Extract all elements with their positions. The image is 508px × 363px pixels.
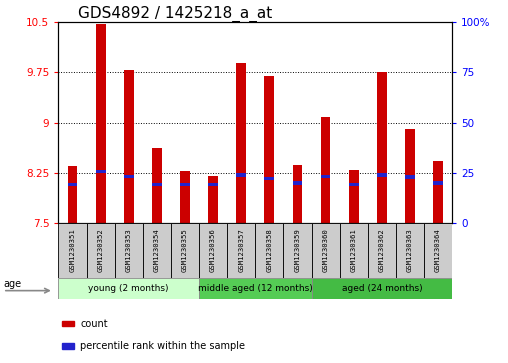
Bar bbox=[62, 343, 74, 348]
Bar bbox=[68, 183, 77, 186]
Text: GSM1230357: GSM1230357 bbox=[238, 229, 244, 272]
Bar bbox=[433, 162, 443, 223]
Bar bbox=[349, 170, 359, 223]
Bar bbox=[152, 148, 162, 223]
Bar bbox=[255, 223, 283, 278]
Text: GSM1230360: GSM1230360 bbox=[323, 229, 329, 272]
Bar bbox=[293, 181, 302, 185]
Bar bbox=[171, 223, 199, 278]
Text: aged (24 months): aged (24 months) bbox=[341, 285, 422, 293]
Bar bbox=[396, 223, 424, 278]
Text: GSM1230355: GSM1230355 bbox=[182, 229, 188, 272]
Bar bbox=[433, 181, 443, 185]
Bar bbox=[68, 166, 77, 223]
Bar bbox=[208, 183, 218, 186]
Bar bbox=[293, 166, 302, 223]
Bar bbox=[377, 72, 387, 223]
Bar bbox=[283, 223, 311, 278]
Bar bbox=[236, 64, 246, 223]
Bar bbox=[340, 223, 368, 278]
Bar bbox=[424, 223, 452, 278]
Text: GDS4892 / 1425218_a_at: GDS4892 / 1425218_a_at bbox=[78, 5, 272, 22]
Text: GSM1230359: GSM1230359 bbox=[295, 229, 300, 272]
Bar bbox=[227, 223, 255, 278]
Text: GSM1230362: GSM1230362 bbox=[379, 229, 385, 272]
Text: count: count bbox=[80, 319, 108, 329]
Bar bbox=[124, 70, 134, 223]
Bar bbox=[264, 176, 274, 180]
Bar bbox=[124, 175, 134, 178]
Bar bbox=[115, 223, 143, 278]
Bar bbox=[199, 223, 227, 278]
Bar bbox=[180, 171, 190, 223]
Bar bbox=[58, 278, 199, 299]
Bar bbox=[96, 24, 106, 223]
Bar bbox=[264, 76, 274, 223]
Bar bbox=[321, 117, 331, 223]
Text: GSM1230354: GSM1230354 bbox=[154, 229, 160, 272]
Bar bbox=[208, 176, 218, 223]
Text: age: age bbox=[3, 279, 21, 289]
Text: GSM1230353: GSM1230353 bbox=[125, 229, 132, 272]
Bar bbox=[86, 223, 115, 278]
Text: GSM1230361: GSM1230361 bbox=[351, 229, 357, 272]
Bar bbox=[96, 170, 106, 173]
Text: GSM1230352: GSM1230352 bbox=[98, 229, 104, 272]
Text: GSM1230351: GSM1230351 bbox=[70, 229, 76, 272]
Text: GSM1230364: GSM1230364 bbox=[435, 229, 441, 272]
Bar bbox=[180, 183, 190, 186]
Bar bbox=[405, 175, 415, 179]
Bar bbox=[377, 173, 387, 176]
Bar bbox=[62, 321, 74, 326]
Bar bbox=[311, 223, 340, 278]
Bar bbox=[368, 223, 396, 278]
Bar bbox=[236, 173, 246, 176]
Bar bbox=[152, 183, 162, 186]
Text: GSM1230356: GSM1230356 bbox=[210, 229, 216, 272]
Text: percentile rank within the sample: percentile rank within the sample bbox=[80, 341, 245, 351]
Text: young (2 months): young (2 months) bbox=[88, 285, 169, 293]
Text: middle aged (12 months): middle aged (12 months) bbox=[198, 285, 312, 293]
Text: GSM1230363: GSM1230363 bbox=[407, 229, 413, 272]
Bar bbox=[58, 223, 86, 278]
Bar bbox=[349, 183, 359, 186]
Bar bbox=[321, 175, 331, 178]
Bar bbox=[311, 278, 452, 299]
Text: GSM1230358: GSM1230358 bbox=[266, 229, 272, 272]
Bar bbox=[143, 223, 171, 278]
Bar bbox=[405, 129, 415, 223]
Bar bbox=[199, 278, 311, 299]
